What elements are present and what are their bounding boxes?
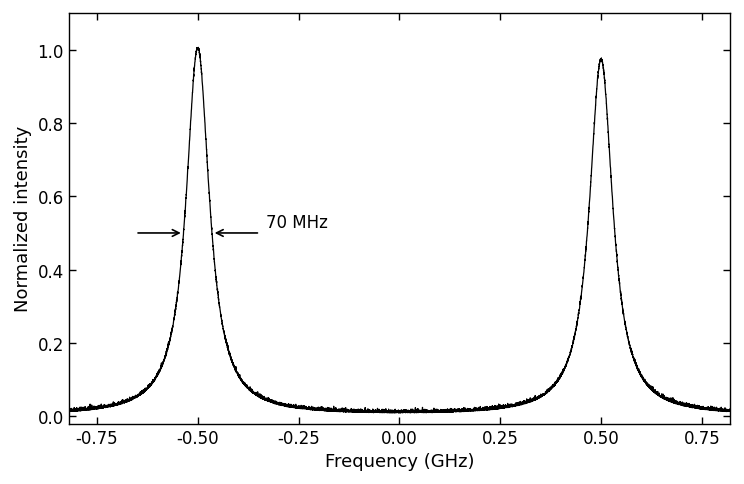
Text: 70 MHz: 70 MHz <box>266 214 328 232</box>
Y-axis label: Normalized intensity: Normalized intensity <box>14 126 32 312</box>
X-axis label: Frequency (GHz): Frequency (GHz) <box>324 452 474 470</box>
